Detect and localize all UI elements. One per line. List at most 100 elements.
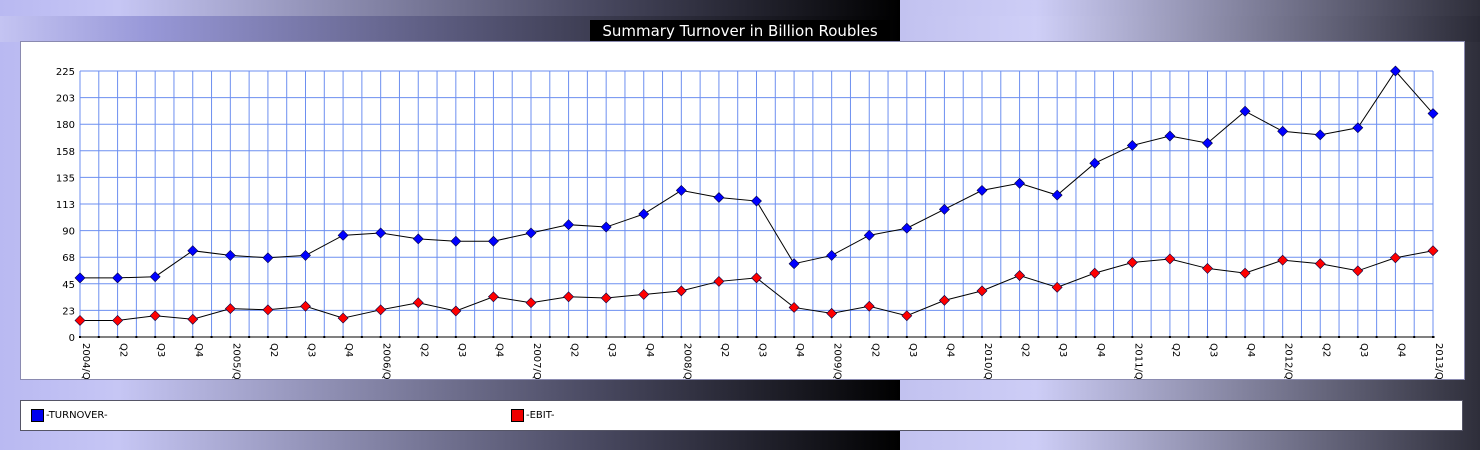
x-tick-mark: [79, 336, 81, 338]
x-tick-mark: [285, 336, 288, 338]
x-tick-label: Q4: [1245, 343, 1256, 357]
data-point-turnover: [1239, 105, 1251, 117]
data-point-turnover: [375, 227, 387, 239]
legend-swatch-ebit: [511, 409, 524, 422]
data-point-ebit: [1239, 267, 1251, 279]
x-tick-label: Q2: [418, 343, 429, 357]
x-tick-label: Q4: [193, 343, 204, 357]
x-tick-label: Q3: [306, 343, 317, 357]
x-tick-mark: [1206, 336, 1209, 338]
x-tick-label: Q2: [719, 343, 730, 357]
x-tick-label: Q3: [155, 343, 166, 357]
data-point-ebit: [337, 312, 349, 324]
x-tick-label: 2013/Q1: [1433, 343, 1444, 379]
y-tick-label: 158: [56, 147, 75, 158]
data-point-turnover: [525, 227, 537, 239]
data-point-turnover: [638, 208, 650, 220]
x-tick-mark: [586, 336, 589, 338]
data-point-turnover: [1089, 157, 1101, 169]
x-tick-mark: [1281, 336, 1284, 338]
x-tick-mark: [1131, 336, 1134, 338]
data-point-turnover: [826, 250, 838, 261]
data-point-turnover: [1126, 140, 1138, 151]
x-tick-mark: [699, 336, 702, 338]
data-point-ebit: [300, 300, 311, 312]
x-tick-label: Q3: [757, 343, 768, 357]
data-point-ebit: [1389, 252, 1401, 264]
x-tick-label: Q4: [493, 343, 504, 357]
data-point-turnover: [901, 222, 913, 234]
x-tick-label: 2006/Q1: [381, 343, 392, 379]
legend-item-turnover: -TURNOVER-: [31, 401, 108, 430]
x-tick-label: Q3: [1208, 343, 1219, 357]
x-tick-mark: [736, 336, 739, 338]
data-point-turnover: [224, 250, 236, 261]
data-point-turnover: [863, 229, 875, 241]
data-point-turnover: [1277, 125, 1289, 137]
data-point-ebit: [74, 315, 86, 326]
x-tick-mark: [1225, 336, 1228, 338]
data-point-ebit: [262, 304, 274, 316]
data-point-ebit: [375, 304, 387, 316]
x-tick-label: Q4: [944, 343, 955, 357]
x-tick-mark: [680, 336, 683, 338]
x-tick-label: Q3: [1057, 343, 1068, 357]
data-point-turnover: [976, 184, 988, 196]
x-tick-mark: [379, 336, 382, 338]
x-tick-mark: [191, 336, 194, 338]
x-tick-mark: [304, 336, 307, 338]
chart-title: Summary Turnover in Billion Roubles: [590, 20, 890, 42]
data-point-turnover: [600, 221, 612, 233]
x-tick-mark: [210, 336, 213, 338]
x-tick-mark: [793, 336, 796, 338]
data-point-ebit: [863, 300, 875, 312]
x-tick-mark: [1300, 336, 1303, 338]
x-tick-mark: [1394, 336, 1397, 338]
x-tick-mark: [999, 336, 1002, 338]
x-tick-label: Q4: [1095, 343, 1106, 357]
x-tick-label: Q2: [268, 343, 279, 357]
data-point-ebit: [638, 289, 650, 300]
x-tick-label: Q4: [644, 343, 655, 357]
x-tick-mark: [1262, 336, 1265, 338]
data-point-ebit: [751, 272, 762, 284]
x-tick-label: Q2: [569, 343, 580, 357]
x-tick-mark: [1056, 336, 1059, 338]
x-tick-mark: [1018, 336, 1021, 338]
x-tick-mark: [962, 336, 965, 338]
x-tick-mark: [1074, 336, 1077, 338]
data-point-turnover: [1389, 65, 1401, 77]
x-tick-mark: [1244, 336, 1247, 338]
x-tick-mark: [511, 336, 514, 338]
x-tick-label: Q3: [456, 343, 467, 357]
x-tick-mark: [1093, 336, 1096, 338]
data-point-ebit: [600, 292, 612, 304]
x-tick-label: 2012/Q1: [1283, 343, 1294, 379]
data-point-ebit: [713, 276, 725, 287]
data-point-turnover: [563, 219, 575, 231]
x-tick-label: Q2: [1020, 343, 1031, 357]
data-point-turnover: [751, 195, 762, 207]
x-tick-mark: [774, 336, 777, 338]
x-tick-label: 2008/Q1: [681, 343, 692, 379]
data-point-turnover: [487, 235, 499, 247]
x-tick-mark: [342, 336, 345, 338]
data-point-ebit: [1352, 265, 1364, 277]
plot-area: 0 23 45 68 90 113 135 158 180 203 225 2004/Q1 Q2 Q3 Q4…: [20, 41, 1465, 380]
x-tick-label: 2011/Q1: [1132, 343, 1143, 379]
x-tick-label: Q2: [869, 343, 880, 357]
x-tick-mark: [1037, 336, 1040, 338]
data-point-ebit: [187, 313, 199, 325]
data-point-turnover: [450, 235, 462, 247]
x-tick-mark: [530, 336, 532, 338]
y-tick-label: 0: [69, 333, 75, 344]
data-point-turnover: [412, 233, 424, 245]
x-tick-mark: [887, 336, 890, 338]
data-point-turnover: [1352, 122, 1364, 134]
data-point-turnover: [1202, 137, 1213, 149]
y-tick-label: 135: [56, 173, 75, 184]
x-tick-mark: [1338, 336, 1341, 338]
data-point-turnover: [713, 192, 725, 203]
x-tick-mark: [1413, 336, 1416, 338]
data-point-ebit: [412, 297, 424, 309]
